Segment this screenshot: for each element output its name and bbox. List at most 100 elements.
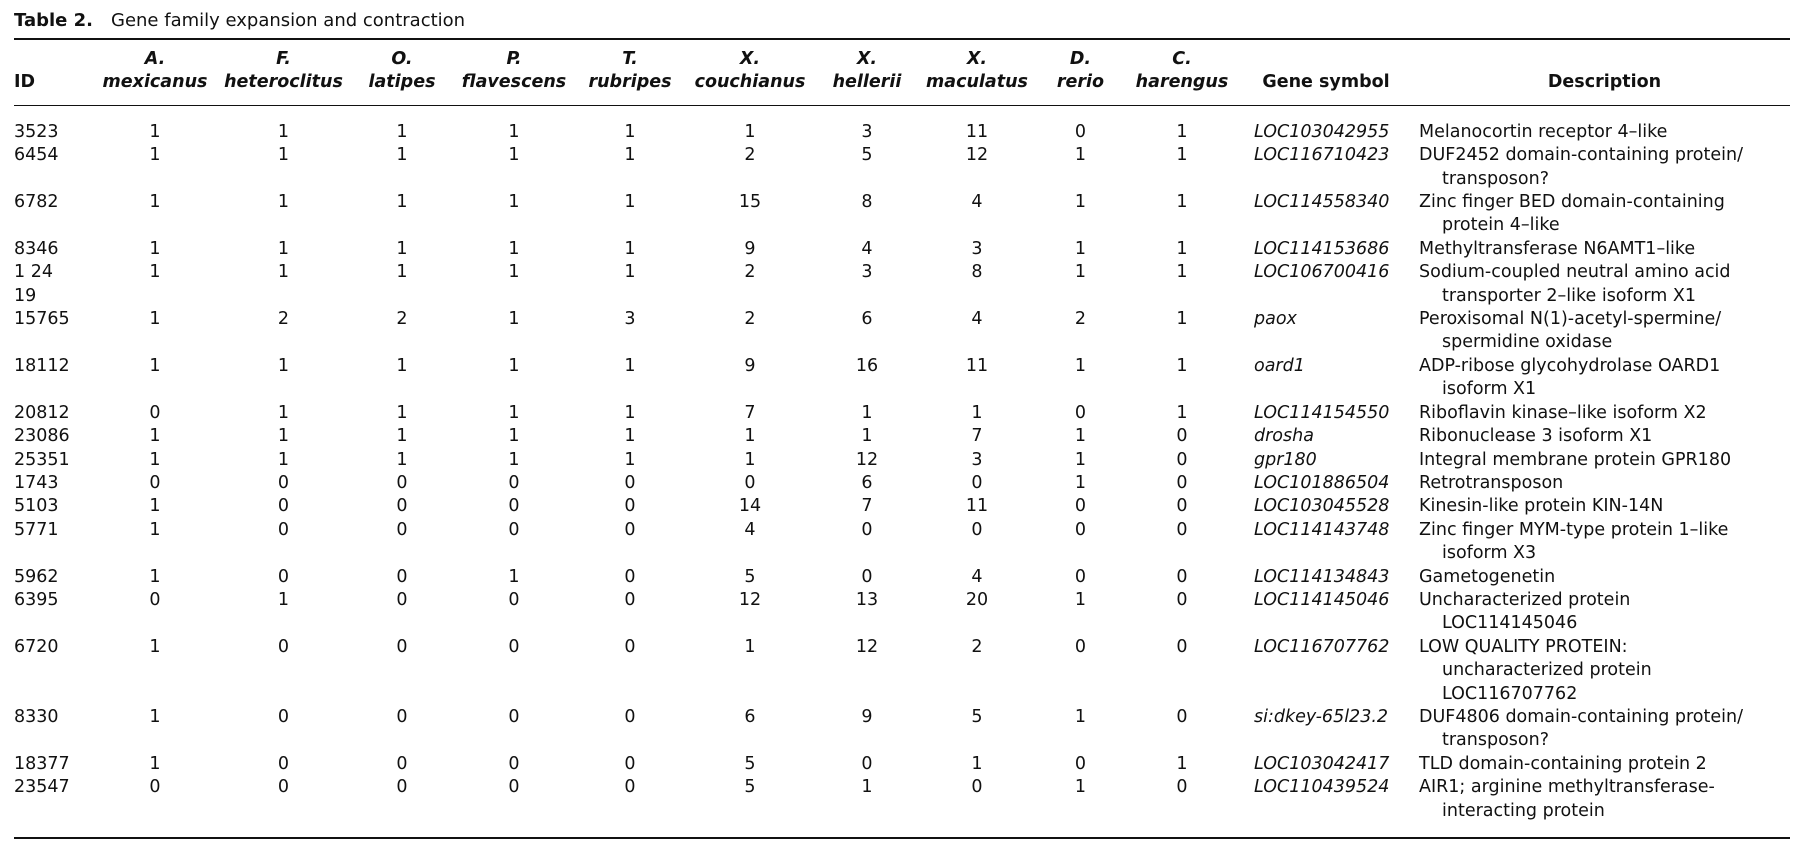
cell-count: 6 (861, 472, 873, 493)
cell-gene-symbol: drosha (1254, 426, 1314, 447)
cell-count: 0 (277, 566, 290, 587)
cell-count: 3 (624, 309, 636, 330)
cell-count: 0 (624, 472, 636, 493)
cell-count: 5 (861, 145, 873, 166)
description-line: interacting protein (1442, 800, 1605, 821)
cell-count: 0 (149, 472, 161, 493)
cell-count: 1 (624, 121, 636, 142)
cell-id: 18112 (14, 355, 70, 376)
description-line: ADP-ribose glycohydrolase OARD1 (1419, 355, 1721, 376)
species-name-part: X. (739, 49, 761, 69)
species-name-part: harengus (1135, 72, 1229, 93)
table-row: 18112 1 1 1 1 1 9 16 11 1 1 oard1 ADP-ribose glycohy… (14, 355, 1790, 402)
cell-description: Kinesin-like protein KIN-14N (1419, 495, 1790, 518)
cell-count: 0 (1176, 566, 1188, 587)
header-species: P. flavescens (458, 37, 570, 106)
cell-description: Retrotransposon (1419, 472, 1790, 495)
header-id: ID (14, 37, 89, 106)
cell-count: 3 (861, 121, 873, 142)
cell-count: 1 (624, 402, 636, 423)
cell-count: 1 (861, 426, 873, 447)
cell-count: 9 (744, 355, 756, 376)
cell-count: 0 (924, 776, 1030, 839)
cell-count: 1 (149, 753, 161, 774)
cell-count: 1 (1176, 121, 1188, 142)
cell-count: 1 (508, 238, 520, 259)
cell-count: 1 (624, 192, 636, 213)
cell-count: 0 (508, 496, 520, 517)
cell-description: Peroxisomal N(1)-acetyl-spermine/spermid… (1419, 308, 1790, 355)
cell-description: Ribonuclease 3 isoform X1 (1419, 425, 1790, 448)
cell-gene-symbol: gpr180 (1254, 449, 1317, 470)
header-species: D. rerio (1030, 37, 1131, 106)
cell-count: 1 (277, 192, 290, 213)
cell-count: 1 (744, 449, 756, 470)
header-species: F. heteroclitus (221, 37, 346, 106)
cell-count: 1 (1074, 589, 1087, 610)
cell-count: 7 (971, 426, 983, 447)
species-name-part: maculatus (926, 72, 1028, 93)
cell-count: 1 (508, 309, 520, 330)
cell-count: 1 (149, 519, 161, 540)
cell-count: 1 (396, 426, 408, 447)
species-name-part: X. (966, 49, 988, 69)
cell-count: 1 (1074, 706, 1087, 727)
cell-count: 1 (861, 402, 873, 423)
description-line: spermidine oxidase (1442, 332, 1613, 353)
cell-id: 18377 (14, 753, 70, 774)
table-row: 8330 1 0 0 0 0 6 9 5 1 0 si:dkey-65l23.2 DUF4806 dom… (14, 706, 1790, 753)
cell-count: 1 (149, 238, 161, 259)
cell-count: 0 (396, 706, 408, 727)
species-name-part: heteroclitus (224, 72, 343, 93)
cell-count: 1 (277, 449, 290, 470)
cell-id: 6395 (14, 589, 59, 610)
cell-count: 1 (971, 753, 983, 774)
cell-count: 7 (744, 402, 756, 423)
cell-count: 1 (396, 402, 408, 423)
cell-count: 1 (744, 636, 756, 657)
cell-count: 1 (508, 192, 520, 213)
table-row: 15765 1 2 2 1 3 2 6 4 2 1 paox Peroxisomal N(1)-acet… (14, 308, 1790, 355)
header-species: T. rubripes (570, 37, 690, 106)
cell-gene-symbol: LOC114145046 (1254, 589, 1390, 610)
cell-count: 7 (861, 496, 873, 517)
description-line: transposon? (1442, 168, 1550, 189)
species-name-part: couchianus (694, 72, 806, 93)
cell-count: 0 (221, 776, 346, 839)
cell-count: 2 (744, 262, 756, 283)
cell-count: 0 (508, 472, 520, 493)
cell-count: 1 (1176, 262, 1188, 283)
cell-count: 1 (277, 145, 290, 166)
cell-count: 0 (396, 519, 408, 540)
species-name-part: C. (1172, 49, 1192, 69)
cell-count: 1 (1176, 402, 1188, 423)
cell-count: 1 (396, 355, 408, 376)
species-name-part: rerio (1056, 72, 1105, 93)
cell-count: 2 (277, 309, 290, 330)
cell-id: 3523 (14, 121, 59, 142)
cell-count: 1 (277, 355, 290, 376)
cell-count: 0 (1176, 519, 1188, 540)
cell-count: 0 (1176, 449, 1188, 470)
cell-gene-symbol: LOC116707762 (1254, 636, 1390, 657)
cell-count: 5 (744, 566, 756, 587)
cell-count: 0 (1074, 753, 1087, 774)
cell-count: 0 (458, 776, 570, 839)
cell-count: 0 (624, 753, 636, 774)
cell-description: Melanocortin receptor 4–like (1419, 105, 1790, 144)
cell-count: 0 (624, 566, 636, 587)
cell-count: 0 (971, 519, 983, 540)
description-line: Sodium-coupled neutral amino acid (1419, 262, 1731, 283)
description-line: Uncharacterized protein (1419, 589, 1631, 610)
table-row: 6454 1 1 1 1 1 2 5 12 1 1 LOC116710423 DUF2452 domai… (14, 144, 1790, 191)
table-row: 6395 0 1 0 0 0 12 13 20 1 0 LOC114145046 Uncharacter… (14, 589, 1790, 636)
species-name-part: X. (856, 49, 878, 69)
cell-count: 1 (277, 238, 290, 259)
cell-count: 0 (149, 402, 161, 423)
description-line: Riboflavin kinase–like isoform X2 (1419, 402, 1707, 423)
cell-id: 1 24 19 (14, 262, 53, 306)
cell-count: 0 (570, 776, 690, 839)
cell-count: 5 (744, 753, 756, 774)
cell-count: 12 (855, 449, 879, 470)
cell-count: 0 (1176, 589, 1188, 610)
